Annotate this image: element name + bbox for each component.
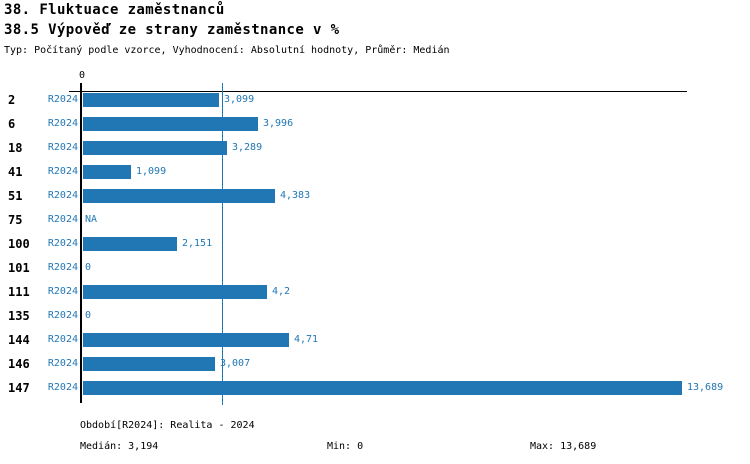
bar	[83, 117, 258, 131]
bar-value-label: 0	[85, 310, 92, 321]
row-series-label: R2024	[47, 262, 78, 273]
chart-row: 144 R2024 4,71	[0, 328, 750, 352]
x-axis-line	[69, 91, 687, 92]
chart-subtitle: 38.5 Výpověď ze strany zaměstnance v %	[4, 22, 340, 38]
chart-row: 2 R2024 3,099	[0, 88, 750, 112]
row-category-label: 101	[8, 261, 30, 275]
row-series-label: R2024	[47, 118, 78, 129]
footer-period-label: Období[R2024]: Realita - 2024	[80, 420, 255, 431]
chart-row: 147 R2024 13,689	[0, 376, 750, 400]
row-category-label: 41	[8, 165, 23, 179]
row-category-label: 6	[8, 117, 16, 131]
bar-value-label: 4,71	[294, 334, 319, 345]
y-axis-line	[80, 83, 82, 403]
row-category-label: 100	[8, 237, 30, 251]
bar	[83, 381, 682, 395]
row-category-label: 144	[8, 333, 30, 347]
footer-min-label: Min: 0	[327, 441, 364, 452]
bar-value-label: 3,007	[220, 358, 251, 369]
bar-value-label: 3,099	[224, 94, 255, 105]
chart-row: 111 R2024 4,2	[0, 280, 750, 304]
chart-row: 100 R2024 2,151	[0, 232, 750, 256]
row-category-label: 51	[8, 189, 23, 203]
row-category-label: 75	[8, 213, 23, 227]
bar	[83, 189, 275, 203]
bar	[83, 93, 219, 107]
chart-row: 75 R2024 NA	[0, 208, 750, 232]
bar-value-label: 1,099	[136, 166, 167, 177]
bar-value-label: 3,996	[263, 118, 294, 129]
row-category-label: 146	[8, 357, 30, 371]
row-series-label: R2024	[47, 190, 78, 201]
row-series-label: R2024	[47, 358, 78, 369]
chart-row: 51 R2024 4,383	[0, 184, 750, 208]
footer-median-label: Medián: 3,194	[80, 441, 159, 452]
bar	[83, 357, 215, 371]
row-category-label: 147	[8, 381, 30, 395]
chart-row: 135 R2024 0	[0, 304, 750, 328]
bar	[83, 285, 267, 299]
bar	[83, 333, 289, 347]
row-series-label: R2024	[47, 286, 78, 297]
chart-row: 41 R2024 1,099	[0, 160, 750, 184]
bar-value-label: 3,289	[232, 142, 263, 153]
chart-row: 146 R2024 3,007	[0, 352, 750, 376]
bar	[83, 237, 177, 251]
row-series-label: R2024	[47, 238, 78, 249]
bar-value-label: 2,151	[182, 238, 213, 249]
chart-row: 18 R2024 3,289	[0, 136, 750, 160]
row-series-label: R2024	[47, 214, 78, 225]
row-series-label: R2024	[47, 382, 78, 393]
chart-row: 6 R2024 3,996	[0, 112, 750, 136]
row-category-label: 111	[8, 285, 30, 299]
bar	[83, 165, 131, 179]
bar	[83, 141, 227, 155]
row-series-label: R2024	[47, 142, 78, 153]
row-category-label: 135	[8, 309, 30, 323]
median-line	[222, 83, 223, 405]
row-category-label: 2	[8, 93, 16, 107]
row-series-label: R2024	[47, 166, 78, 177]
row-series-label: R2024	[47, 334, 78, 345]
row-series-label: R2024	[47, 94, 78, 105]
bar-value-label: 4,2	[272, 286, 291, 297]
bar-value-label: NA	[85, 214, 98, 225]
axis-origin-label: 0	[78, 70, 86, 81]
page-title: 38. Fluktuace zaměstnanců	[4, 2, 225, 18]
bar-value-label: 4,383	[280, 190, 311, 201]
chart-row: 101 R2024 0	[0, 256, 750, 280]
row-category-label: 18	[8, 141, 23, 155]
footer-max-label: Max: 13,689	[530, 441, 597, 452]
row-series-label: R2024	[47, 310, 78, 321]
chart-meta-line: Typ: Počítaný podle vzorce, Vyhodnocení:…	[4, 45, 450, 56]
bar-value-label: 0	[85, 262, 92, 273]
bar-value-label: 13,689	[687, 382, 724, 393]
